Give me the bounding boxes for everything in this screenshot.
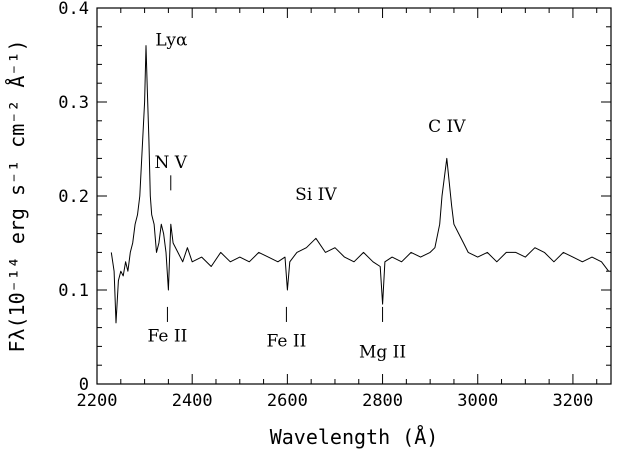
line-markers <box>166 175 384 322</box>
x-tick-label: 2400 <box>172 391 213 411</box>
tick-labels: 2200 2400 2600 2800 3000 3200 0 0.1 0.2 0.3 0.4 <box>58 0 593 411</box>
y-tick-label: 0.3 <box>58 93 89 113</box>
x-tick-label: 2200 <box>77 391 118 411</box>
line-annotation: Mg II <box>359 343 406 363</box>
y-tick-label: 0 <box>79 375 89 395</box>
x-tick-label: 3200 <box>552 391 593 411</box>
line-annotation: C IV <box>428 117 466 137</box>
x-tick-label: 3000 <box>457 391 498 411</box>
spectrum-series-line <box>110 45 609 324</box>
line-annotation: Fe II <box>148 327 188 347</box>
y-axis-title: Fλ(10⁻¹⁴ erg s⁻¹ cm⁻² Å⁻¹) <box>5 39 29 352</box>
axis-ticks <box>96 7 611 385</box>
plot-frame <box>96 7 612 385</box>
x-tick-label: 2600 <box>267 391 308 411</box>
line-annotation: Si IV <box>295 185 337 205</box>
line-annotation: Fe II <box>267 331 307 351</box>
x-tick-label: 2800 <box>362 391 403 411</box>
line-annotation: Lyα <box>155 31 188 51</box>
line-annotation: N V <box>154 153 187 173</box>
y-tick-label: 0.1 <box>58 281 89 301</box>
y-tick-label: 0.2 <box>58 187 89 207</box>
line-annotations: Lyα N V Si IV C IV Fe II Fe II Mg II <box>148 31 467 363</box>
x-axis-title: Wavelength (Å) <box>270 425 439 449</box>
y-tick-label: 0.4 <box>58 0 89 19</box>
